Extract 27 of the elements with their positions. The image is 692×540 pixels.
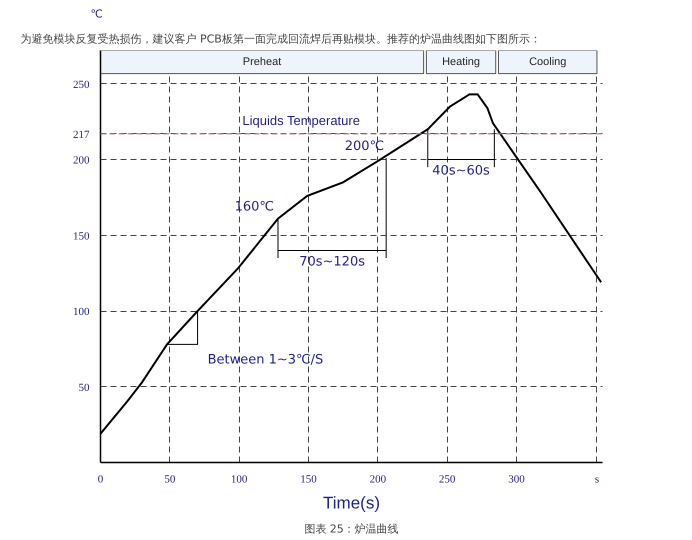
y-axis-title: ℃ — [90, 8, 103, 20]
y-tick-label: 250 — [73, 78, 90, 91]
band-label: Cooling — [529, 56, 566, 68]
x-axis-title: Time(s) — [323, 494, 380, 512]
x-tick-label: 250 — [438, 474, 456, 486]
annotation: Between 1~3℃/S — [208, 352, 324, 368]
annotation: 40s~60s — [432, 164, 490, 179]
x-tick-label: 100 — [230, 474, 248, 486]
text: 图表 25：炉温曲线 — [304, 522, 399, 536]
x-tick-label: s — [594, 474, 600, 486]
y-tick-label: 200 — [73, 154, 90, 167]
x-tick-label: 50 — [164, 474, 176, 486]
x-tick-label: 0 — [98, 474, 104, 486]
ref-line-label: Liquids Temperature — [242, 112, 360, 128]
annotation: 70s~120s — [299, 254, 366, 270]
y-tick-label: 217 — [73, 128, 90, 141]
y-tick-label: 100 — [73, 306, 90, 318]
band-label: Heating — [442, 56, 480, 68]
y-tick-label: 50 — [78, 382, 90, 394]
x-tick-label: 200 — [370, 474, 387, 486]
x-tick-label: 150 — [300, 474, 318, 486]
band-label: Preheat — [242, 56, 282, 68]
annotation: 200℃ — [344, 139, 384, 154]
annotation: 160℃ — [234, 200, 274, 215]
chart-title: 为避免模块反复受热损伤，建议客户 PCB板第一面完成回流焊后再贴模块。推荐的炉温曲线图如下图所示： — [20, 32, 541, 46]
x-tick-label: 300 — [508, 474, 526, 486]
y-tick-label: 150 — [73, 230, 90, 242]
